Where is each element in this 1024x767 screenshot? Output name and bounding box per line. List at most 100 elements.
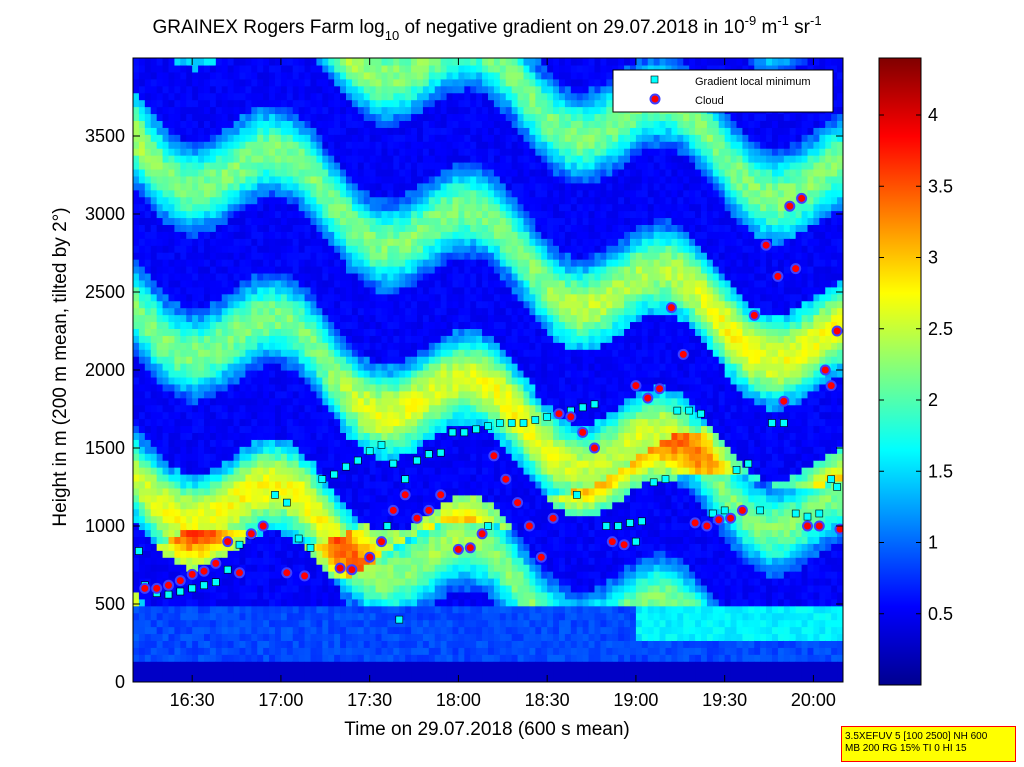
- heatmap-cell: [215, 196, 223, 205]
- heatmap-cell: [174, 78, 181, 87]
- heatmap-cell: [150, 175, 158, 184]
- heatmap-cell: [133, 487, 140, 496]
- heatmap-cell: [168, 231, 176, 239]
- heatmap-cell: [340, 266, 347, 274]
- heatmap-cell: [133, 217, 140, 225]
- heatmap-cell: [351, 654, 359, 662]
- heatmap-cell: [204, 633, 211, 641]
- heatmap-cell: [138, 390, 146, 399]
- heatmap-cell: [357, 85, 365, 94]
- heatmap-cell: [440, 598, 448, 607]
- heatmap-cell: [446, 460, 454, 468]
- heatmap-cell: [257, 564, 264, 572]
- heatmap-cell: [322, 238, 329, 246]
- heatmap-cell: [399, 266, 406, 274]
- heatmap-cell: [144, 370, 152, 378]
- heatmap-cell: [227, 127, 235, 135]
- heatmap-cell: [328, 321, 335, 329]
- heatmap-cell: [328, 633, 335, 641]
- heatmap-cell: [393, 647, 400, 655]
- heatmap-cell: [144, 307, 152, 316]
- heatmap-cell: [192, 321, 199, 329]
- heatmap-cell: [304, 92, 312, 101]
- heatmap-cell: [269, 397, 276, 406]
- heatmap-cell: [204, 189, 211, 198]
- heatmap-cell: [286, 508, 294, 517]
- heatmap-cell: [269, 578, 276, 586]
- heatmap-cell: [239, 148, 247, 156]
- heatmap-cell: [316, 342, 323, 350]
- heatmap-cell: [263, 411, 270, 420]
- heatmap-cell: [227, 598, 235, 607]
- heatmap-cell: [369, 293, 377, 302]
- heatmap-cell: [168, 647, 176, 655]
- heatmap-cell: [227, 425, 235, 433]
- heatmap-cell: [186, 335, 193, 343]
- heatmap-cell: [399, 376, 406, 385]
- heatmap-cell: [138, 529, 146, 537]
- heatmap-cell: [144, 550, 152, 558]
- heatmap-cell: [263, 162, 270, 170]
- heatmap-cell: [204, 148, 211, 156]
- heatmap-cell: [440, 654, 448, 662]
- heatmap-cell: [363, 259, 371, 267]
- heatmap-cell: [340, 272, 347, 281]
- heatmap-cell: [215, 633, 223, 641]
- heatmap-cell: [399, 85, 406, 94]
- heatmap-cell: [233, 252, 241, 260]
- heatmap-cell: [280, 515, 288, 524]
- heatmap-cell: [227, 467, 235, 475]
- heatmap-cell: [346, 425, 353, 433]
- heatmap-cell: [150, 231, 158, 239]
- heatmap-cell: [186, 397, 193, 406]
- heatmap-cell: [417, 474, 424, 482]
- heatmap-cell: [417, 467, 424, 475]
- heatmap-cell: [351, 536, 359, 544]
- heatmap-cell: [387, 245, 394, 253]
- heatmap-cell: [233, 675, 241, 682]
- heatmap-cell: [227, 626, 235, 635]
- heatmap-cell: [286, 342, 294, 350]
- heatmap-cell: [351, 633, 359, 641]
- heatmap-cell: [440, 564, 448, 572]
- heatmap-cell: [180, 522, 187, 531]
- heatmap-cell: [428, 501, 436, 510]
- heatmap-cell: [280, 529, 288, 537]
- heatmap-cell: [275, 474, 282, 482]
- heatmap-cell: [322, 328, 329, 336]
- heatmap-cell: [446, 252, 454, 260]
- heatmap-cell: [204, 99, 211, 108]
- heatmap-cell: [144, 134, 152, 142]
- heatmap-cell: [363, 168, 371, 177]
- heatmap-cell: [310, 328, 318, 336]
- heatmap-cell: [233, 557, 241, 565]
- heatmap-cell: [369, 127, 377, 135]
- heatmap-cell: [440, 300, 448, 309]
- heatmap-cell: [133, 543, 140, 551]
- heatmap-cell: [204, 196, 211, 205]
- heatmap-cell: [316, 494, 323, 503]
- heatmap-cell: [375, 162, 383, 170]
- heatmap-cell: [292, 349, 300, 357]
- heatmap-cell: [204, 654, 211, 662]
- heatmap-cell: [286, 584, 294, 593]
- heatmap-cell: [275, 501, 282, 510]
- heatmap-cell: [257, 120, 264, 128]
- heatmap-cell: [434, 397, 442, 406]
- heatmap-cell: [245, 92, 252, 101]
- heatmap-cell: [198, 120, 205, 128]
- heatmap-cell: [198, 148, 205, 156]
- heatmap-cell: [156, 175, 164, 184]
- heatmap-cell: [417, 78, 424, 87]
- heatmap-cell: [280, 64, 288, 73]
- heatmap-cell: [387, 515, 394, 524]
- heatmap-cell: [257, 314, 264, 323]
- heatmap-cell: [133, 168, 140, 177]
- heatmap-cell: [215, 335, 223, 343]
- heatmap-cell: [440, 397, 448, 406]
- heatmap-cell: [417, 591, 424, 600]
- heatmap-cell: [387, 376, 394, 385]
- heatmap-cell: [363, 300, 371, 309]
- heatmap-cell: [346, 661, 353, 669]
- heatmap-cell: [393, 501, 400, 510]
